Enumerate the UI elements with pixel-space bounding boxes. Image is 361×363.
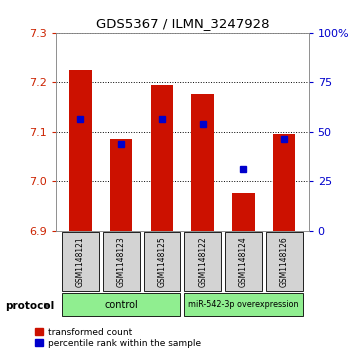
Text: miR-542-3p overexpression: miR-542-3p overexpression bbox=[188, 300, 299, 309]
FancyBboxPatch shape bbox=[62, 293, 180, 316]
FancyBboxPatch shape bbox=[144, 232, 180, 291]
Text: GSM1148123: GSM1148123 bbox=[117, 236, 126, 287]
Text: GSM1148124: GSM1148124 bbox=[239, 236, 248, 287]
Bar bbox=[191, 94, 214, 231]
FancyBboxPatch shape bbox=[184, 232, 221, 291]
Bar bbox=[110, 139, 132, 231]
Text: control: control bbox=[104, 300, 138, 310]
FancyBboxPatch shape bbox=[184, 293, 303, 316]
Title: GDS5367 / ILMN_3247928: GDS5367 / ILMN_3247928 bbox=[96, 17, 269, 30]
Text: GSM1148126: GSM1148126 bbox=[280, 236, 289, 287]
FancyBboxPatch shape bbox=[266, 232, 303, 291]
Text: GSM1148122: GSM1148122 bbox=[198, 236, 207, 287]
Bar bbox=[232, 193, 255, 231]
Bar bbox=[69, 70, 92, 231]
Text: GSM1148125: GSM1148125 bbox=[157, 236, 166, 287]
FancyBboxPatch shape bbox=[225, 232, 262, 291]
Bar bbox=[273, 134, 295, 231]
FancyBboxPatch shape bbox=[103, 232, 139, 291]
Text: GSM1148121: GSM1148121 bbox=[76, 236, 85, 287]
Legend: transformed count, percentile rank within the sample: transformed count, percentile rank withi… bbox=[35, 327, 201, 348]
Text: protocol: protocol bbox=[5, 301, 55, 311]
Bar bbox=[151, 85, 173, 231]
FancyBboxPatch shape bbox=[62, 232, 99, 291]
